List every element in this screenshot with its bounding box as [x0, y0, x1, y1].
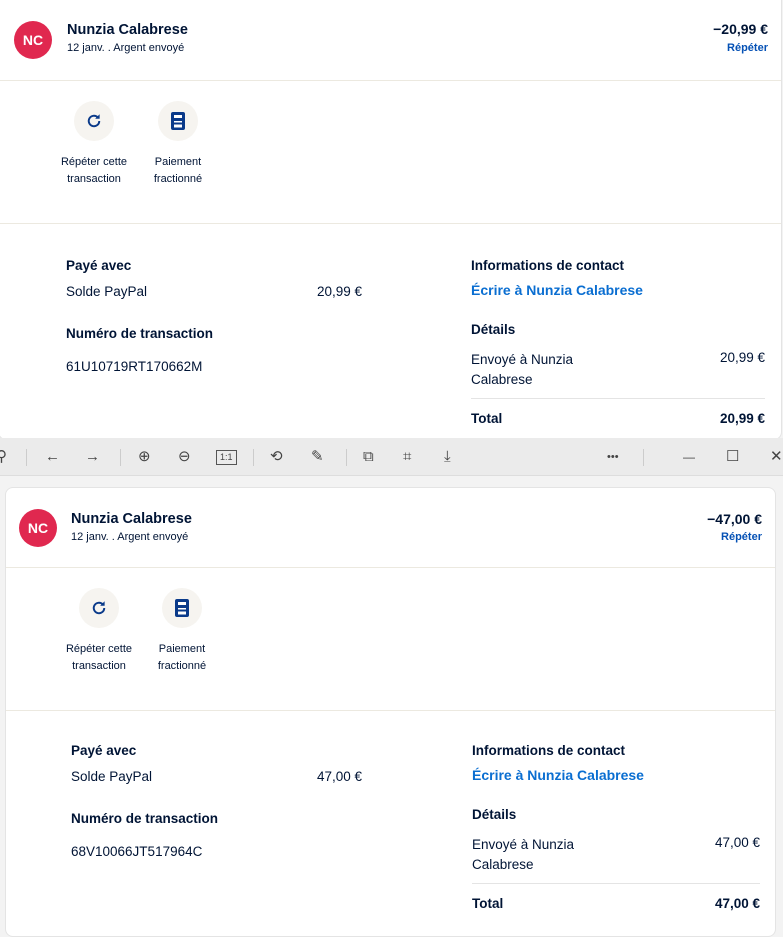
quick-actions: Répéter cette transaction Paiement fract…: [6, 568, 775, 711]
transaction-subtitle: 12 janv. . Argent envoyé: [67, 42, 185, 54]
transaction-header: NC Nunzia Calabrese 12 janv. . Argent en…: [0, 0, 781, 81]
divider: [472, 883, 760, 884]
paid-with-amount: 47,00 €: [316, 769, 362, 784]
calculator-icon: [162, 588, 202, 628]
transaction-amount: −20,99 €: [713, 21, 768, 37]
calculator-icon: [158, 101, 198, 141]
zoom-out-icon[interactable]: ⊖: [178, 448, 191, 465]
scan-text-icon[interactable]: ⌗: [403, 448, 412, 465]
details-label: Détails: [472, 807, 517, 822]
transaction-subtitle: 12 janv. . Argent envoyé: [71, 531, 189, 543]
repeat-transaction-button[interactable]: Répéter cette transaction: [64, 588, 134, 674]
sent-amount: 20,99 €: [719, 350, 765, 365]
contact-info-label: Informations de contact: [471, 258, 625, 273]
separator: [26, 449, 27, 466]
details-label: Détails: [471, 322, 516, 337]
zoom-in-icon[interactable]: ⊕: [138, 448, 151, 465]
transaction-amount: −47,00 €: [707, 511, 762, 527]
recipient-name: Nunzia Calabrese: [71, 511, 192, 527]
transaction-number-label: Numéro de transaction: [71, 811, 219, 826]
separator: [346, 449, 347, 466]
edit-icon[interactable]: ✎: [311, 448, 324, 465]
paid-with-method: Solde PayPal: [66, 284, 148, 299]
transaction-id: 68V10066JT517964C: [71, 844, 203, 859]
total-label: Total: [472, 896, 504, 911]
separator: [253, 449, 254, 466]
transaction-id: 61U10719RT170662M: [66, 359, 203, 374]
pin-icon[interactable]: ⚲: [0, 448, 7, 465]
avatar: NC: [19, 509, 57, 547]
refresh-icon: [74, 101, 114, 141]
paid-with-method: Solde PayPal: [71, 769, 153, 784]
close-button[interactable]: ✕: [770, 448, 783, 465]
sent-to: Envoyé à Nunzia Calabrese: [471, 352, 574, 387]
action-label: Paiement fractionné: [157, 643, 207, 672]
action-label: Répéter cette transaction: [65, 643, 133, 672]
recipient-name: Nunzia Calabrese: [67, 22, 188, 38]
contact-info-label: Informations de contact: [472, 743, 626, 758]
transaction-card: NC Nunzia Calabrese 12 janv. . Argent en…: [0, 0, 782, 440]
refresh-icon: [79, 588, 119, 628]
divider: [471, 398, 765, 399]
write-to-contact-link[interactable]: Écrire à Nunzia Calabrese: [471, 282, 643, 298]
transaction-header: NC Nunzia Calabrese 12 janv. . Argent en…: [6, 488, 775, 568]
rotate-icon[interactable]: ⟲: [270, 448, 283, 465]
actual-size-icon[interactable]: 1:1: [216, 450, 237, 465]
repeat-transaction-button[interactable]: Répéter cette transaction: [59, 101, 129, 187]
transaction-details: Payé avec Solde PayPal 20,99 € Numéro de…: [0, 224, 781, 439]
total-amount: 47,00 €: [714, 896, 760, 911]
action-label: Répéter cette transaction: [60, 156, 128, 185]
separator: [120, 449, 121, 466]
write-to-contact-link[interactable]: Écrire à Nunzia Calabrese: [472, 767, 644, 783]
split-payment-button[interactable]: Paiement fractionné: [147, 588, 217, 674]
repeat-link[interactable]: Répéter: [721, 531, 762, 543]
transaction-details: Payé avec Solde PayPal 47,00 € Numéro de…: [6, 711, 775, 931]
separator: [643, 449, 644, 466]
sent-to: Envoyé à Nunzia Calabrese: [472, 837, 575, 872]
minimize-button[interactable]: —: [683, 450, 695, 464]
viewer-toolbar: ⚲ ← → ⊕ ⊖ 1:1 ⟲ ✎ ⧉ ⌗ ⤓ ••• — ☐ ✕: [0, 438, 783, 476]
paid-with-label: Payé avec: [71, 743, 137, 758]
avatar: NC: [14, 21, 52, 59]
quick-actions: Répéter cette transaction Paiement fract…: [0, 81, 781, 224]
paid-with-label: Payé avec: [66, 258, 132, 273]
repeat-link[interactable]: Répéter: [727, 42, 768, 54]
action-label: Paiement fractionné: [153, 156, 203, 185]
paid-with-amount: 20,99 €: [316, 284, 362, 299]
total-amount: 20,99 €: [719, 411, 765, 426]
download-icon[interactable]: ⤓: [444, 448, 451, 465]
total-label: Total: [471, 411, 503, 426]
forward-arrow-icon[interactable]: →: [85, 448, 100, 465]
back-arrow-icon[interactable]: ←: [45, 448, 60, 465]
sent-amount: 47,00 €: [714, 835, 760, 850]
more-icon[interactable]: •••: [607, 451, 619, 463]
transaction-number-label: Numéro de transaction: [66, 326, 214, 341]
transaction-card: NC Nunzia Calabrese 12 janv. . Argent en…: [5, 487, 776, 937]
maximize-button[interactable]: ☐: [726, 448, 740, 465]
translate-icon[interactable]: ⧉: [363, 448, 374, 465]
split-payment-button[interactable]: Paiement fractionné: [143, 101, 213, 187]
